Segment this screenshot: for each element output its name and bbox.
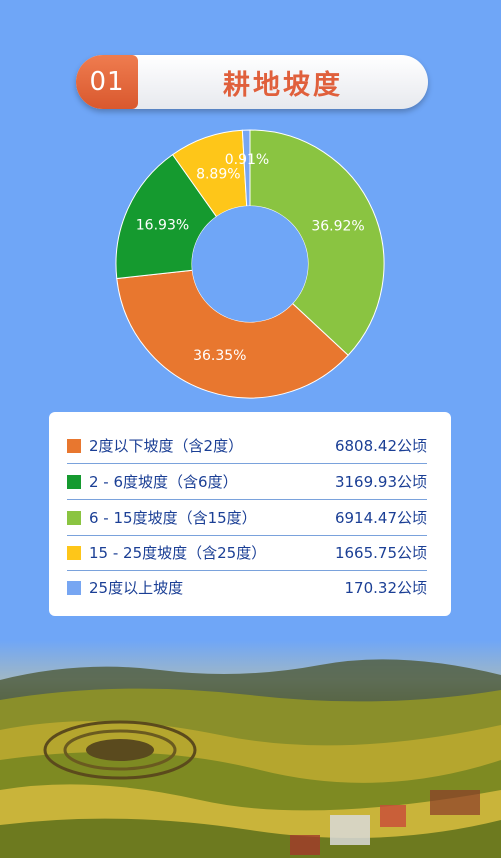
donut-chart: 36.92% 36.35% 16.93% 8.89%0.91%: [115, 129, 385, 399]
divider: [67, 463, 427, 464]
legend-swatch: [67, 545, 81, 560]
legend-swatch: [67, 474, 81, 489]
slice-percent-label: 36.35%: [193, 348, 246, 364]
legend-row: 15 - 25度坡度（含25度） 1665.75公顷: [67, 535, 427, 570]
legend-label: 2度以下坡度（含2度）: [89, 437, 244, 455]
legend-value: 6914.47公顷: [334, 509, 427, 527]
slice-percent-label: 36.92%: [311, 219, 364, 235]
legend-row: 2 - 6度坡度（含6度） 3169.93公顷: [67, 464, 427, 499]
legend-label: 15 - 25度坡度（含25度）: [89, 544, 267, 562]
divider: [67, 570, 427, 571]
section-number-badge: 01: [76, 55, 138, 109]
legend-value: 3169.93公顷: [334, 473, 427, 491]
slice-percent-label: 0.91%: [225, 152, 269, 168]
legend-label: 2 - 6度坡度（含6度）: [89, 473, 238, 491]
legend-label: 6 - 15度坡度（含15度）: [89, 509, 257, 527]
legend-swatch: [67, 510, 81, 525]
legend-value: 170.32公顷: [344, 579, 428, 597]
legend-row: 6 - 15度坡度（含15度） 6914.47公顷: [67, 500, 427, 535]
legend-value: 6808.42公顷: [334, 437, 427, 455]
legend-row: 2度以下坡度（含2度） 6808.42公顷: [67, 428, 427, 463]
terraced-farmland-photo: [0, 640, 501, 858]
legend-swatch: [67, 580, 81, 595]
legend-label: 25度以上坡度: [89, 579, 184, 597]
section-number: 01: [89, 67, 125, 97]
legend-value: 1665.75公顷: [334, 544, 427, 562]
page-title: 耕地坡度: [223, 69, 343, 101]
divider: [67, 535, 427, 536]
legend-swatch: [67, 438, 81, 453]
slice-percent-label: 16.93%: [136, 218, 189, 234]
divider: [67, 499, 427, 500]
legend-panel: 2度以下坡度（含2度） 6808.42公顷 2 - 6度坡度（含6度） 3169…: [49, 412, 451, 616]
donut-hole: [192, 206, 308, 322]
slice-percent-label: 8.89%: [196, 166, 240, 182]
legend-row: 25度以上坡度 170.32公顷: [67, 570, 427, 605]
